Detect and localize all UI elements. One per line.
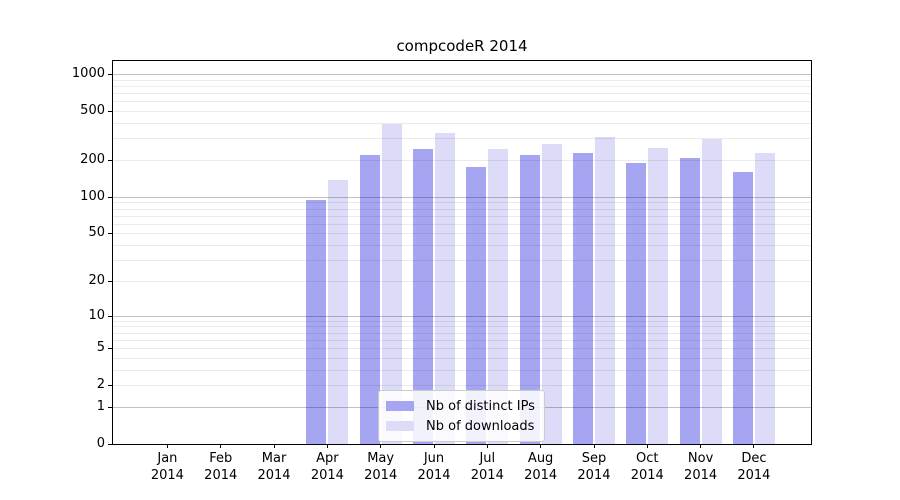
y-tick-label-2: 2 [96,377,105,393]
bar-nb-of-distinct-ips-apr-2014 [306,199,327,444]
legend-label-distinct-ips: Nb of distinct IPs [426,398,535,414]
x-tick-label-mar-2014: Mar 2014 [257,451,291,483]
y-tick-label-20: 20 [88,272,105,288]
x-tick-label-apr-2014: Apr 2014 [310,451,344,483]
legend-label-downloads: Nb of downloads [426,418,535,434]
y-tick-mark-0 [108,444,112,445]
y-tick-label-200: 200 [80,151,105,167]
x-tick-label-sep-2014: Sep 2014 [577,451,611,483]
legend: Nb of distinct IPs Nb of downloads [378,390,545,442]
x-tick-label-may-2014: May 2014 [364,451,398,483]
legend-swatch-distinct-ips [386,401,414,411]
y-tick-label-1: 1 [96,398,105,414]
bar-nb-of-downloads-jul-2014 [488,149,509,444]
y-tick-mark-1 [108,406,112,408]
x-tick-label-oct-2014: Oct 2014 [630,451,664,483]
x-tick-mark-nov-2014 [700,444,702,448]
y-tick-label-50: 50 [88,225,105,241]
x-tick-mark-apr-2014 [326,444,328,448]
bars-layer [113,61,811,444]
y-tick-label-100: 100 [80,188,105,204]
y-tick-mark-1000 [108,74,112,75]
y-tick-mark-5 [108,348,112,349]
x-tick-label-nov-2014: Nov 2014 [684,451,718,483]
bar-nb-of-distinct-ips-sep-2014 [572,153,593,444]
x-tick-mark-sep-2014 [593,444,595,448]
y-tick-label-500: 500 [80,103,105,119]
x-tick-mark-feb-2014 [220,444,222,448]
legend-swatch-downloads [386,421,414,431]
bar-nb-of-distinct-ips-nov-2014 [679,157,700,444]
y-tick-mark-500 [108,111,112,113]
bar-nb-of-downloads-oct-2014 [648,148,669,444]
x-tick-label-dec-2014: Dec 2014 [737,451,771,483]
bar-nb-of-downloads-nov-2014 [701,139,722,444]
y-tick-label-1000: 1000 [71,65,105,81]
x-tick-label-jun-2014: Jun 2014 [417,451,451,483]
y-tick-mark-200 [108,160,112,161]
x-tick-mark-aug-2014 [540,444,542,448]
y-tick-mark-100 [108,196,112,198]
bar-nb-of-downloads-apr-2014 [328,179,349,444]
chart-title: compcodeR 2014 [396,37,528,55]
x-tick-mark-may-2014 [380,444,382,448]
x-tick-label-aug-2014: Aug 2014 [524,451,558,483]
bar-nb-of-downloads-aug-2014 [541,143,562,444]
bar-nb-of-downloads-jun-2014 [435,133,455,444]
x-tick-label-feb-2014: Feb 2014 [204,451,238,483]
bar-nb-of-distinct-ips-oct-2014 [626,163,647,444]
plot-area: Nb of distinct IPs Nb of downloads [112,60,812,445]
bar-nb-of-distinct-ips-may-2014 [359,154,380,444]
x-tick-label-jul-2014: Jul 2014 [470,451,504,483]
bar-nb-of-downloads-sep-2014 [594,136,615,444]
x-tick-mark-jun-2014 [433,444,435,448]
bar-nb-of-downloads-dec-2014 [754,153,775,444]
bar-nb-of-distinct-ips-dec-2014 [732,171,753,444]
x-tick-mark-mar-2014 [273,444,275,448]
y-tick-label-10: 10 [88,307,105,323]
x-tick-mark-oct-2014 [646,444,648,448]
y-tick-label-5: 5 [96,340,105,356]
y-tick-label-0: 0 [96,436,105,451]
y-tick-mark-50 [108,233,112,235]
bar-nb-of-distinct-ips-jun-2014 [413,148,433,444]
y-tick-mark-20 [108,280,112,282]
y-tick-mark-2 [108,385,112,387]
y-tick-mark-10 [108,315,112,317]
bar-nb-of-distinct-ips-jul-2014 [466,166,487,444]
bar-nb-of-distinct-ips-aug-2014 [519,154,540,444]
legend-item-downloads: Nb of downloads [386,416,535,436]
bar-nb-of-downloads-may-2014 [381,124,402,444]
x-tick-mark-dec-2014 [753,444,755,448]
x-tick-label-jan-2014: Jan 2014 [150,451,184,483]
x-tick-mark-jan-2014 [166,444,168,448]
x-tick-mark-jul-2014 [486,444,488,448]
legend-item-distinct-ips: Nb of distinct IPs [386,396,535,416]
